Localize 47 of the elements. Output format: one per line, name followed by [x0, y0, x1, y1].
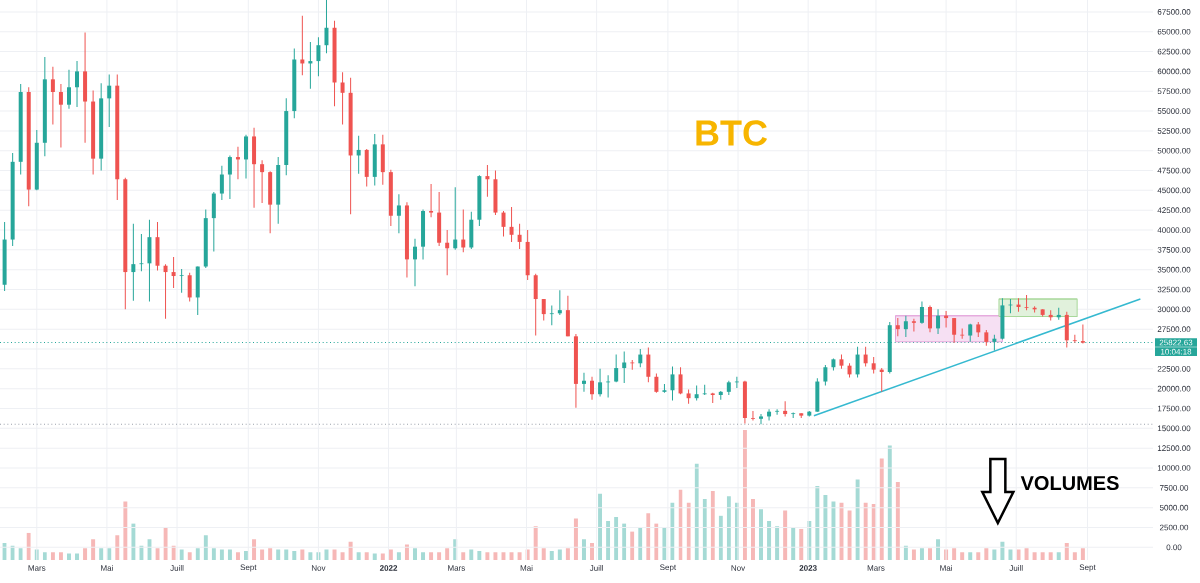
x-tick-label: Juill [1009, 565, 1023, 571]
x-tick-label: Nov [311, 565, 326, 571]
y-tick-label: 50000.00 [1157, 147, 1191, 154]
x-tick-label: Mai [101, 565, 113, 571]
annotation: VOLUMES [1020, 475, 1119, 491]
y-tick-label: 35000.00 [1157, 266, 1191, 273]
y-tick-label: 10000.00 [1157, 465, 1191, 471]
ref-line-label: 25822.63 [1159, 339, 1193, 346]
y-tick-label: 5000.00 [1159, 504, 1189, 511]
y-tick-label: 40000.00 [1157, 227, 1191, 233]
x-tick-label: 2023 [799, 565, 817, 571]
x-tick-label: Mai [940, 565, 952, 571]
y-tick-label: 2500.00 [1159, 524, 1189, 531]
y-tick-label: 20000.00 [1157, 385, 1191, 392]
y-tick-label: 60000.00 [1157, 68, 1191, 75]
y-tick-label: 55000.00 [1157, 108, 1191, 114]
y-tick-label: 32500.00 [1157, 286, 1191, 293]
y-tick-label: 27500.00 [1157, 326, 1191, 333]
text: BTC [696, 120, 768, 146]
y-tick-label: 57500.00 [1157, 88, 1191, 95]
x-tick-label: Sept [240, 564, 257, 572]
y-tick-label: 12500.00 [1157, 445, 1191, 451]
y-tick-label: 17500.00 [1157, 405, 1191, 412]
y-tick-label: 0.00 [1166, 544, 1182, 551]
y-tick-label: 30000.00 [1157, 306, 1191, 313]
y-tick-label: 45000.00 [1157, 187, 1191, 194]
x-tick-label: Nov [731, 565, 746, 571]
y-tick-label: 7500.00 [1159, 484, 1189, 491]
x-tick-label: Mars [28, 565, 46, 571]
text: 10:04:18 [1161, 348, 1192, 355]
y-tick-label: 52500.00 [1157, 128, 1191, 134]
x-tick-label: 2022 [379, 565, 398, 571]
y-tick-label: 47500.00 [1157, 167, 1191, 174]
x-tick-label: Juill [589, 565, 603, 571]
y-tick-label: 62500.00 [1157, 48, 1191, 55]
y-tick-label: 42500.00 [1157, 207, 1191, 214]
x-tick-label: Mars [448, 565, 465, 571]
y-tick-label: 37500.00 [1157, 247, 1191, 253]
x-tick-label: Juill [170, 565, 184, 571]
y-tick-label: 67500.00 [1157, 9, 1191, 15]
x-tick-label: Mai [520, 565, 533, 571]
x-tick-label: Sept [660, 564, 677, 572]
y-tick-label: 22500.00 [1157, 366, 1191, 372]
x-tick-label: Sept [1079, 564, 1096, 572]
y-tick-label: 15000.00 [1157, 425, 1191, 432]
y-tick-label: 65000.00 [1157, 28, 1191, 35]
x-tick-label: Mars [867, 565, 885, 571]
